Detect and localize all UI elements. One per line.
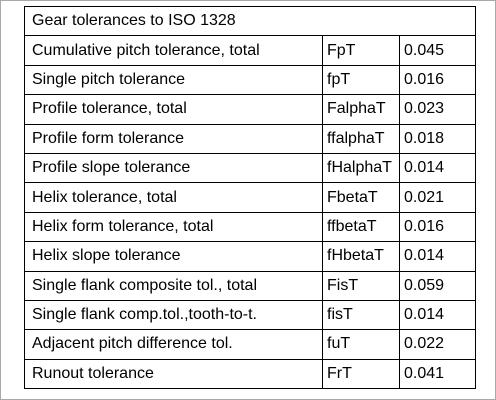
table-row: Profile form tolerance ffalphaT 0.018: [24, 123, 477, 154]
tolerance-name: Single flank composite tol., total: [24, 270, 323, 301]
tolerance-value: 0.045: [398, 35, 477, 66]
table-title: Gear tolerances to ISO 1328: [23, 5, 477, 37]
table-row: Helix tolerance, total FbetaT 0.021: [24, 182, 477, 213]
tolerance-value: 0.021: [398, 182, 477, 213]
table-row: Profile slope tolerance fHalphaT 0.014: [24, 152, 477, 184]
table-row: Helix form tolerance, total ffbetaT 0.01…: [24, 211, 477, 243]
tolerance-symbol: ffalphaT: [322, 123, 400, 154]
tolerance-name: Profile slope tolerance: [24, 152, 323, 184]
tolerance-name: Runout tolerance: [24, 358, 323, 390]
tolerance-value: 0.014: [398, 152, 477, 184]
table-row: Single flank comp.tol.,tooth-to-t. fisT …: [24, 299, 477, 331]
table-row: Cumulative pitch tolerance, total FpT 0.…: [24, 35, 477, 66]
tolerance-value: 0.059: [398, 270, 477, 301]
table-row: Single flank composite tol., total FisT …: [24, 270, 477, 301]
table-row: Adjacent pitch difference tol. fuT 0.022: [24, 329, 477, 360]
tolerance-symbol: ffbetaT: [322, 211, 400, 243]
table-body: Gear tolerances to ISO 1328 Cumulative p…: [23, 5, 477, 390]
table-row: Helix slope tolerance fHbetaT 0.014: [24, 241, 477, 272]
tolerance-value: 0.041: [398, 358, 477, 390]
table-row: Profile tolerance, total FalphaT 0.023: [24, 94, 477, 125]
tolerance-name: Profile tolerance, total: [24, 94, 323, 125]
table-row: Runout tolerance FrT 0.041: [24, 358, 477, 390]
tolerance-symbol: FrT: [322, 358, 400, 390]
tolerance-name: Profile form tolerance: [24, 123, 323, 154]
tolerance-symbol: FalphaT: [322, 94, 400, 125]
tolerance-value: 0.016: [398, 211, 477, 243]
tolerance-symbol: FbetaT: [322, 182, 400, 213]
table-title-row: Gear tolerances to ISO 1328: [23, 5, 477, 37]
tolerance-name: Helix form tolerance, total: [24, 211, 323, 243]
tolerance-name: Adjacent pitch difference tol.: [24, 329, 323, 360]
gear-tolerance-table: Gear tolerances to ISO 1328 Cumulative p…: [23, 5, 477, 390]
tolerance-name: Single flank comp.tol.,tooth-to-t.: [24, 299, 323, 331]
tolerance-symbol: fHbetaT: [322, 241, 400, 272]
tolerance-symbol: fisT: [322, 299, 400, 331]
tolerance-value: 0.016: [398, 64, 477, 96]
tolerance-name: Cumulative pitch tolerance, total: [24, 35, 323, 66]
tolerance-value: 0.014: [398, 299, 477, 331]
tolerance-value: 0.014: [398, 241, 477, 272]
tolerance-name: Single pitch tolerance: [24, 64, 323, 96]
tolerance-symbol: FisT: [322, 270, 400, 301]
tolerance-symbol: fpT: [322, 64, 400, 96]
tolerance-symbol: fHalphaT: [322, 152, 400, 184]
tolerance-value: 0.018: [398, 123, 477, 154]
tolerance-name: Helix tolerance, total: [24, 182, 323, 213]
tolerance-value: 0.022: [398, 329, 477, 360]
tolerance-name: Helix slope tolerance: [24, 241, 323, 272]
tolerance-symbol: fuT: [322, 329, 400, 360]
tolerance-symbol: FpT: [322, 35, 400, 66]
table-row: Single pitch tolerance fpT 0.016: [24, 64, 477, 96]
tolerance-value: 0.023: [398, 94, 477, 125]
